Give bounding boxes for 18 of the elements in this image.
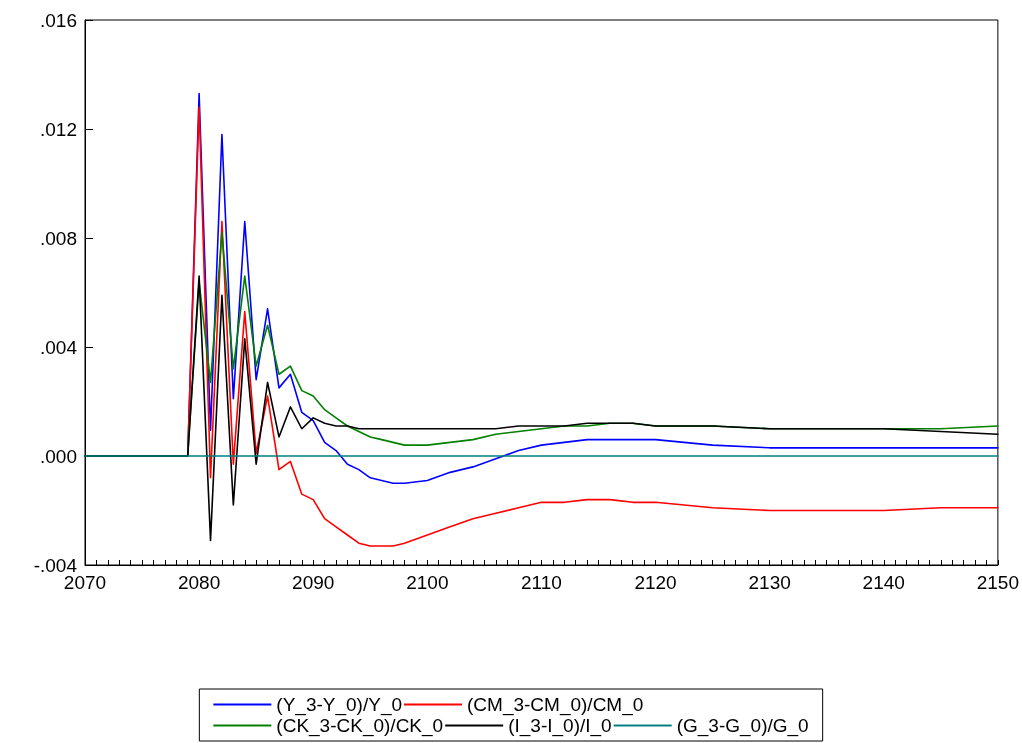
x-tick-label: 2110 (521, 572, 562, 593)
x-tick-label: 2120 (634, 572, 677, 593)
y-tick-label: .016 (40, 9, 77, 31)
y-tick-label: .008 (40, 227, 77, 249)
x-tick-label: 2080 (177, 572, 221, 593)
legend-label: (G_3-G_0)/G_0 (676, 715, 809, 737)
x-tick-label: 2100 (406, 572, 449, 593)
y-tick-label: .004 (40, 336, 78, 358)
legend-label: (Y_3-Y_0)/Y_0 (276, 694, 403, 716)
x-tick-label: 2140 (862, 572, 905, 593)
legend-label: (I_3-I_0)/I_0 (508, 715, 612, 737)
x-tick-label: 2130 (748, 572, 791, 593)
x-tick-label: 2090 (292, 572, 335, 593)
y-tick-label: .000 (40, 445, 77, 467)
legend-label: (CM_3-CM_0)/CM_0 (467, 694, 644, 716)
legend-label: (CK_3-CK_0)/CK_0 (276, 715, 444, 737)
x-tick-label: 2150 (976, 572, 1020, 593)
y-tick-label: .012 (40, 118, 77, 140)
